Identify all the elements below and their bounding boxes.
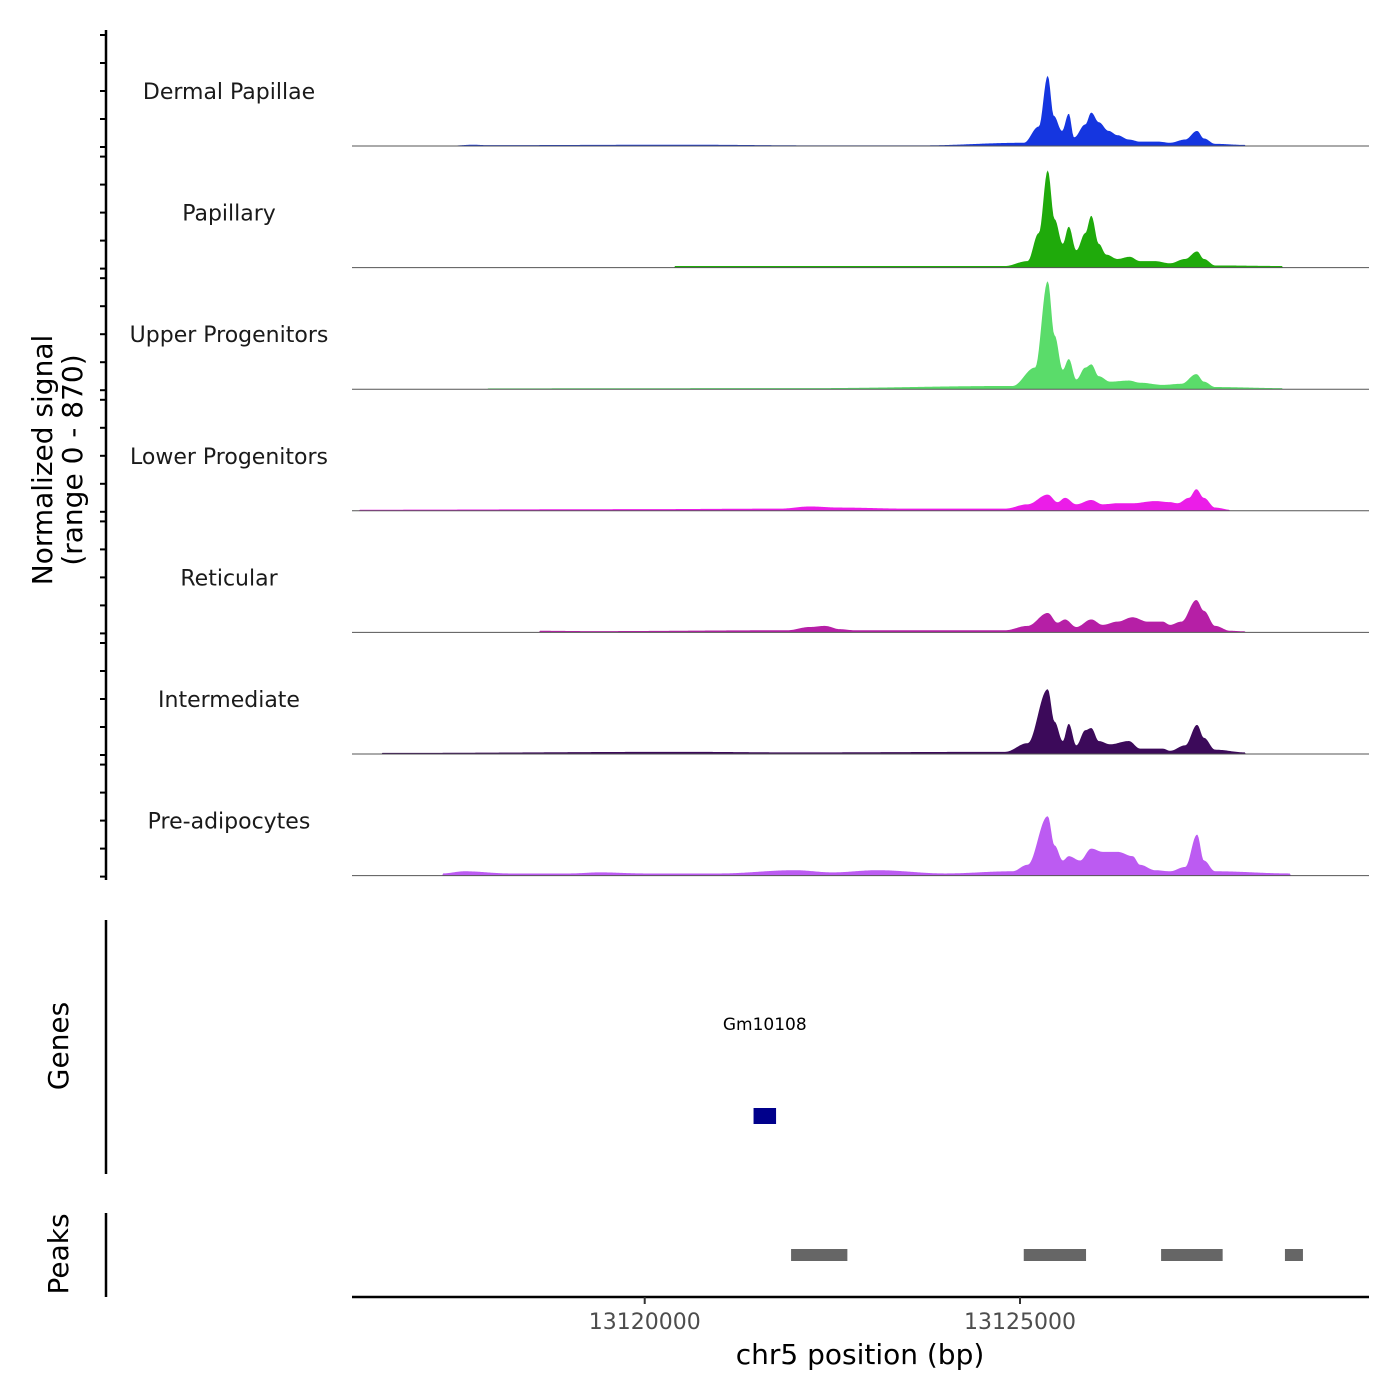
track-label: Pre-adipocytes bbox=[148, 810, 311, 835]
gene-track-label: Genes bbox=[42, 1002, 75, 1090]
track-label: Lower Progenitors bbox=[130, 445, 328, 470]
peak-bar bbox=[1023, 1249, 1087, 1261]
signal-area bbox=[352, 170, 1369, 268]
track-lower-progenitors: Lower Progenitors bbox=[130, 445, 1369, 512]
track-label: Papillary bbox=[182, 202, 276, 227]
gene-label: Gm10108 bbox=[723, 1015, 807, 1035]
gene-track: Gm10108 bbox=[104, 920, 807, 1174]
track-label: Intermediate bbox=[158, 688, 300, 713]
y-axis-title-line2: (range 0 - 870) bbox=[56, 354, 89, 565]
track-label: Dermal Papillae bbox=[143, 80, 315, 105]
gene-body bbox=[753, 1108, 777, 1124]
signal-area bbox=[352, 281, 1369, 390]
peak-bar bbox=[1284, 1249, 1303, 1261]
track-dermal-papillae: Dermal Papillae bbox=[143, 75, 1369, 147]
coverage-tracks: Dermal Papillae Papillary Upper Progenitor… bbox=[130, 75, 1369, 877]
track-upper-progenitors: Upper Progenitors bbox=[130, 281, 1369, 390]
x-axis-title: chr5 position (bp) bbox=[736, 1338, 985, 1371]
signal-area bbox=[352, 600, 1369, 633]
track-reticular: Reticular bbox=[180, 566, 1369, 633]
x-tick-label: 13125000 bbox=[964, 1310, 1076, 1335]
signal-area bbox=[352, 75, 1369, 146]
track-label: Reticular bbox=[180, 566, 278, 591]
signal-area bbox=[352, 489, 1369, 511]
track-label: Upper Progenitors bbox=[130, 323, 329, 348]
y-axis-title-line1: Normalized signal bbox=[26, 335, 59, 586]
track-papillary: Papillary bbox=[182, 170, 1369, 269]
peak-bar bbox=[791, 1249, 848, 1261]
signal-area bbox=[352, 689, 1369, 754]
track-intermediate: Intermediate bbox=[158, 688, 1369, 755]
peak-bar bbox=[1161, 1249, 1223, 1261]
peak-track bbox=[104, 1213, 1303, 1297]
signal-y-axis bbox=[100, 30, 108, 880]
track-pre-adipocytes: Pre-adipocytes bbox=[148, 810, 1369, 877]
signal-area bbox=[352, 816, 1369, 876]
peak-track-label: Peaks bbox=[42, 1213, 75, 1294]
x-tick-label: 13120000 bbox=[589, 1310, 701, 1335]
x-axis: 13120000 13125000 bbox=[352, 1295, 1369, 1335]
